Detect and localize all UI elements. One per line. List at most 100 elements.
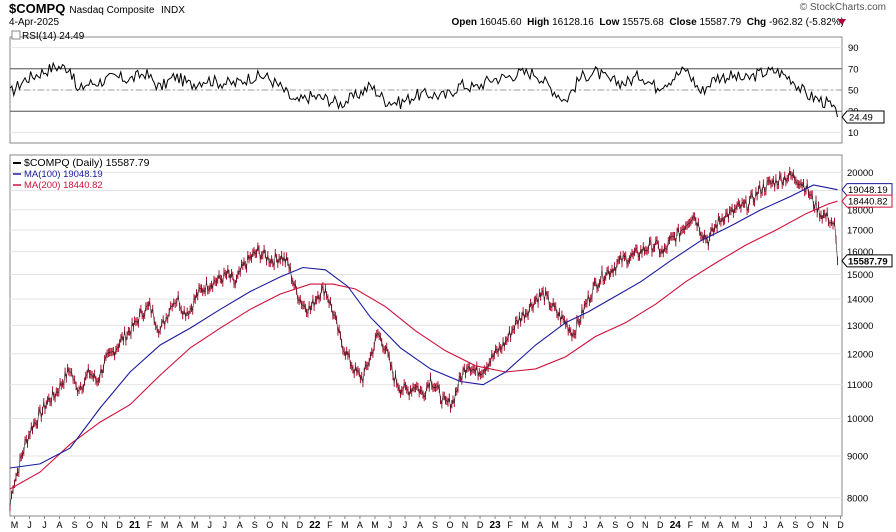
price-close-line [660, 249, 663, 253]
price-close-line [760, 191, 763, 195]
price-close-line [115, 347, 118, 351]
x-tick-label: 23 [490, 520, 502, 531]
price-close-line [492, 354, 495, 358]
x-tick-label: O [447, 520, 454, 530]
price-tick-label: 15000 [847, 270, 873, 281]
price-close-line [377, 333, 380, 336]
x-tick-label: S [612, 520, 618, 530]
price-close-line [783, 175, 785, 182]
price-close-line [622, 254, 625, 258]
price-close-line [730, 207, 733, 212]
price-close-line [826, 211, 829, 223]
price-tick-label: 8000 [847, 493, 868, 504]
price-close-line [358, 372, 361, 380]
price-close-line [348, 353, 351, 365]
price-close-line [170, 305, 173, 308]
x-tick-label: J [388, 520, 393, 530]
price-close-line [612, 266, 615, 273]
price-close-line [362, 371, 365, 384]
x-tick-label: J [763, 520, 768, 530]
price-close-line [611, 268, 614, 273]
price-close-line [521, 311, 524, 317]
price-close-line [609, 272, 611, 276]
price-close-line [499, 346, 501, 349]
price-close-line [119, 338, 122, 344]
x-tick-label: M [11, 520, 19, 530]
price-close-line [412, 386, 415, 389]
price-close-line [779, 175, 782, 177]
ma200-line [9, 200, 838, 490]
price-close-line [240, 263, 242, 273]
price-close-line [346, 350, 349, 356]
price-close-line [164, 317, 167, 326]
low-label: Low [599, 17, 620, 28]
x-tick-label: S [792, 520, 798, 530]
x-tick-label: J [748, 520, 753, 530]
price-close-line [290, 267, 292, 280]
price-close-line [355, 366, 357, 372]
price-close-line [71, 372, 74, 380]
price-close-line [32, 423, 35, 431]
x-tick-label: D [116, 520, 123, 530]
price-close-line [322, 286, 325, 296]
price-close-line [573, 333, 575, 335]
price-close-line [75, 385, 78, 392]
price-close-line [108, 351, 110, 354]
price-close-line [456, 388, 459, 392]
price-close-line [300, 299, 302, 305]
price-close-line [834, 222, 837, 240]
x-tick-label: J [42, 520, 47, 530]
price-close-line [835, 239, 838, 261]
price-close-line [121, 336, 124, 341]
price-close-line [58, 382, 61, 393]
x-tick-label: N [462, 520, 469, 530]
price-close-line [587, 294, 590, 302]
x-tick-label: F [147, 520, 153, 530]
price-close-line [648, 241, 650, 250]
price-close-line [482, 369, 485, 374]
price-close-line [351, 366, 354, 370]
x-tick-label: N [822, 520, 829, 530]
open-value: 16045.60 [479, 17, 522, 28]
price-close-line [501, 341, 504, 350]
x-tick-label: A [57, 520, 63, 530]
price-close-line [421, 390, 424, 395]
price-close-line [411, 387, 414, 393]
x-tick-label: 21 [129, 520, 141, 531]
price-close-line [197, 287, 200, 297]
price-close-line [367, 362, 370, 367]
price-close-line [715, 224, 718, 229]
price-close-line [621, 254, 624, 264]
brand-watermark[interactable]: © StockCharts.com [799, 2, 886, 13]
price-close-line [381, 342, 384, 349]
price-close-line [68, 371, 71, 373]
x-tick-label: J [27, 520, 32, 530]
price-tick-label: 18000 [847, 205, 873, 216]
price-close-line [511, 328, 514, 331]
price-close-line [273, 253, 276, 267]
x-tick-label: O [266, 520, 273, 530]
price-close-line [471, 368, 474, 371]
price-tick-label: 10000 [847, 414, 873, 425]
x-tick-label: A [777, 520, 783, 530]
x-tick-label: F [507, 520, 513, 530]
price-close-line [393, 374, 396, 383]
price-close-line [208, 287, 211, 290]
price-close-line [597, 283, 600, 288]
price-close-line [788, 171, 790, 178]
price-close-line [29, 426, 32, 436]
price-close-line [113, 351, 115, 357]
price-close-line [690, 219, 693, 222]
price-close-line [301, 304, 304, 306]
price-close-line [422, 394, 425, 398]
price-close-line [803, 183, 805, 193]
price-close-line [171, 302, 174, 308]
price-close-line [818, 205, 820, 218]
high-value: 16128.16 [552, 17, 594, 28]
price-close-line [77, 389, 80, 392]
price-close-line [721, 217, 724, 222]
price-close-line [454, 391, 456, 403]
price-close-line [375, 334, 377, 338]
